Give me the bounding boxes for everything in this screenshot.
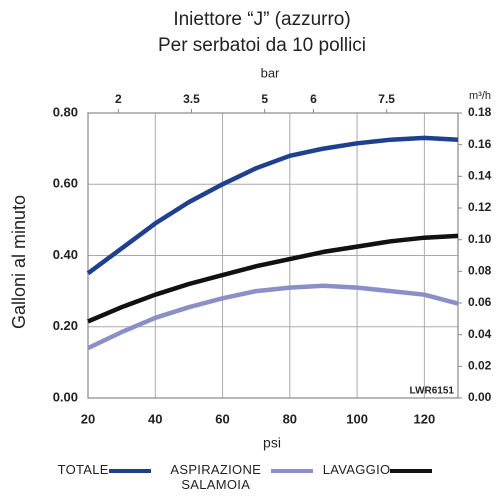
legend-swatch bbox=[270, 469, 313, 473]
y2-tick-label: 0.06 bbox=[468, 295, 492, 309]
y2-tick-label: 0.04 bbox=[468, 327, 492, 341]
x2-tick-label: 6 bbox=[310, 92, 317, 106]
x2-tick-label: 3.5 bbox=[183, 92, 200, 106]
y2-tick-label: 0.08 bbox=[468, 264, 492, 278]
legend-label: TOTALE bbox=[57, 462, 109, 477]
x2-axis-label: bar bbox=[261, 65, 280, 80]
y-tick-label: 0.20 bbox=[53, 318, 78, 333]
y-tick-label: 0.80 bbox=[53, 104, 78, 119]
chart-title: Iniettore “J” (azzurro) bbox=[173, 9, 350, 30]
x-tick-label: 60 bbox=[215, 411, 229, 426]
legend-label: ASPIRAZIONE SALAMOIA bbox=[170, 462, 262, 492]
series-line bbox=[86, 135, 459, 276]
chart: Iniettore “J” (azzurro) Per serbatoi da … bbox=[9, 9, 492, 451]
y2-axis-label: m³/h bbox=[469, 90, 491, 102]
legend-swatch bbox=[390, 469, 433, 473]
y-tick-label: 0.40 bbox=[53, 247, 78, 262]
y2-tick-label: 0.12 bbox=[468, 200, 492, 214]
x2-tick-label: 2 bbox=[115, 92, 122, 106]
legend-swatch bbox=[108, 469, 151, 473]
y2-tick-label: 0.18 bbox=[468, 105, 492, 119]
series-line bbox=[87, 283, 459, 351]
plot-frame bbox=[87, 112, 459, 399]
legend-item: LAVAGGIO bbox=[323, 462, 439, 477]
x-tick-label: 20 bbox=[81, 411, 95, 426]
x-tick-label: 100 bbox=[346, 411, 368, 426]
y-tick-label: 0.00 bbox=[53, 389, 78, 404]
annotation: LWR6151 bbox=[410, 386, 455, 397]
legend-item: TOTALE bbox=[58, 462, 157, 477]
y2-tick-label: 0.10 bbox=[468, 232, 492, 246]
y-tick-label: 0.60 bbox=[53, 176, 78, 191]
x2-tick-label: 5 bbox=[261, 92, 268, 106]
x2-tick-label: 7.5 bbox=[378, 92, 395, 106]
chart-subtitle: Per serbatoi da 10 pollici bbox=[158, 35, 366, 56]
x-tick-label: 80 bbox=[283, 411, 297, 426]
y2-tick-label: 0.14 bbox=[468, 169, 492, 183]
legend-label: LAVAGGIO bbox=[322, 462, 391, 477]
y2-tick-label: 0.16 bbox=[468, 137, 492, 151]
x-tick-label: 40 bbox=[148, 411, 162, 426]
x-tick-label: 120 bbox=[414, 411, 436, 426]
y-axis-label: Galloni al minuto bbox=[9, 195, 29, 329]
y2-tick-label: 0.02 bbox=[468, 359, 492, 373]
y2-tick-label: 0.00 bbox=[468, 390, 492, 404]
legend-item: ASPIRAZIONE SALAMOIA bbox=[161, 462, 319, 492]
legend: TOTALE ASPIRAZIONE SALAMOIA LAVAGGIO bbox=[0, 462, 496, 492]
x-axis-label: psi bbox=[263, 435, 281, 451]
series-line bbox=[87, 233, 459, 324]
